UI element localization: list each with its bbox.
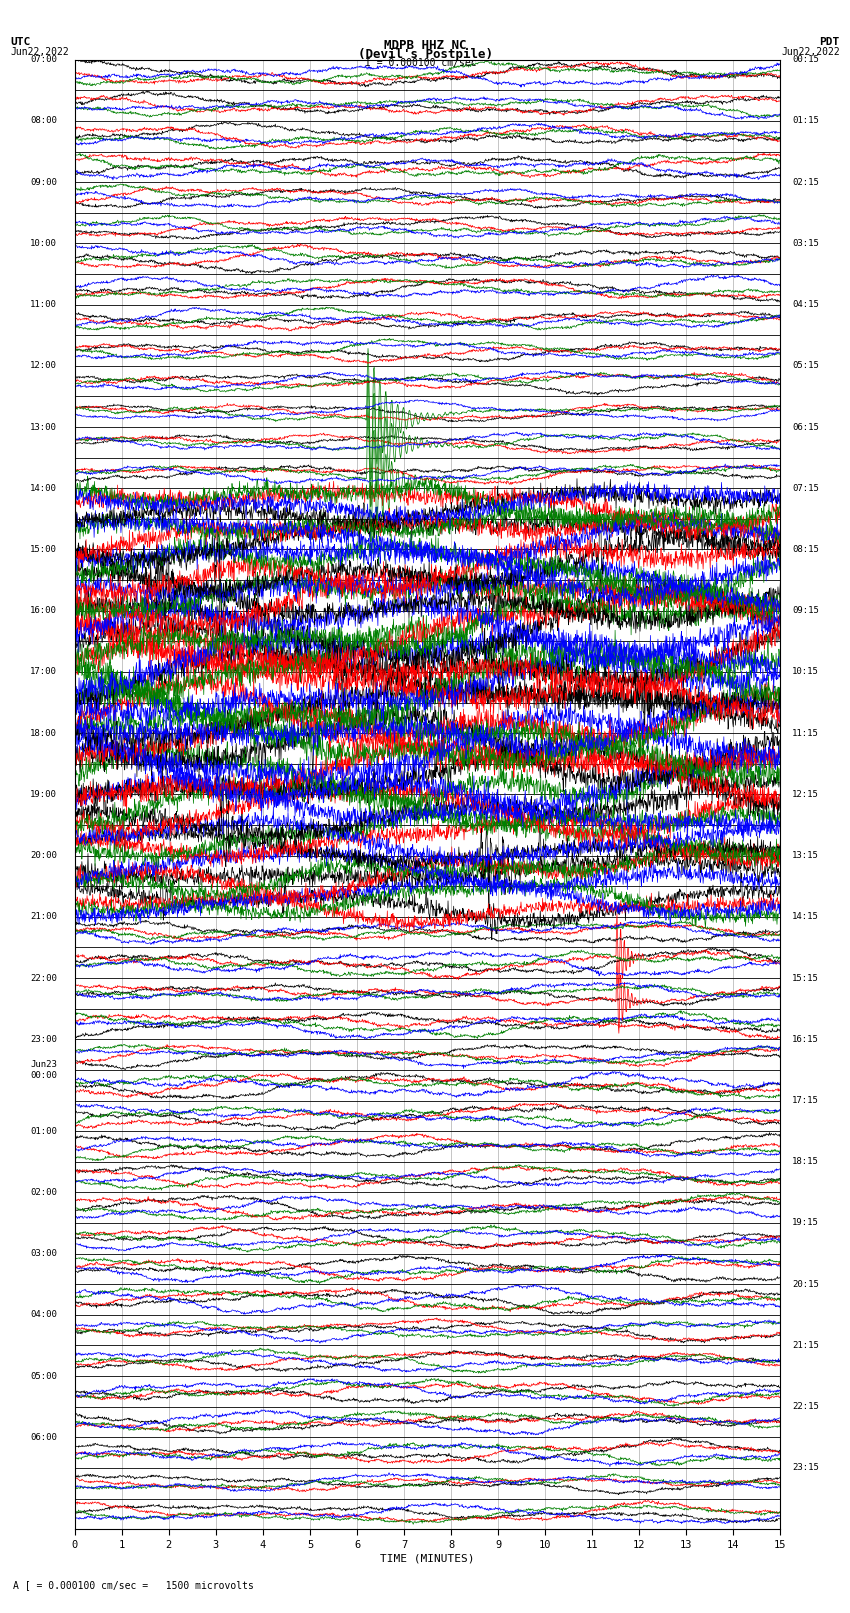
Text: 07:15: 07:15: [792, 484, 819, 492]
Text: 16:00: 16:00: [30, 606, 57, 615]
Text: 07:00: 07:00: [30, 55, 57, 65]
Text: UTC: UTC: [10, 37, 31, 47]
Text: 03:15: 03:15: [792, 239, 819, 248]
Text: 17:15: 17:15: [792, 1097, 819, 1105]
Text: 12:15: 12:15: [792, 790, 819, 798]
Text: 23:15: 23:15: [792, 1463, 819, 1473]
Text: 22:00: 22:00: [30, 974, 57, 982]
Text: I = 0.000100 cm/sec: I = 0.000100 cm/sec: [365, 58, 477, 68]
X-axis label: TIME (MINUTES): TIME (MINUTES): [380, 1553, 475, 1563]
Text: 15:15: 15:15: [792, 974, 819, 982]
Text: 00:15: 00:15: [792, 55, 819, 65]
Text: 13:00: 13:00: [30, 423, 57, 432]
Text: 14:00: 14:00: [30, 484, 57, 492]
Text: 10:00: 10:00: [30, 239, 57, 248]
Text: 06:15: 06:15: [792, 423, 819, 432]
Text: 19:00: 19:00: [30, 790, 57, 798]
Text: 14:15: 14:15: [792, 913, 819, 921]
Text: 04:00: 04:00: [30, 1310, 57, 1319]
Text: 08:15: 08:15: [792, 545, 819, 553]
Text: 05:15: 05:15: [792, 361, 819, 371]
Text: 01:00: 01:00: [30, 1126, 57, 1136]
Text: 09:00: 09:00: [30, 177, 57, 187]
Text: Jun23
00:00: Jun23 00:00: [30, 1060, 57, 1079]
Text: 21:00: 21:00: [30, 913, 57, 921]
Text: 17:00: 17:00: [30, 668, 57, 676]
Text: Jun22,2022: Jun22,2022: [781, 47, 840, 56]
Text: 18:00: 18:00: [30, 729, 57, 737]
Text: 05:00: 05:00: [30, 1371, 57, 1381]
Text: 19:15: 19:15: [792, 1218, 819, 1227]
Text: (Devil's Postpile): (Devil's Postpile): [358, 48, 492, 61]
Text: A [ = 0.000100 cm/sec =   1500 microvolts: A [ = 0.000100 cm/sec = 1500 microvolts: [13, 1581, 253, 1590]
Text: 03:00: 03:00: [30, 1248, 57, 1258]
Text: 11:00: 11:00: [30, 300, 57, 310]
Text: 22:15: 22:15: [792, 1402, 819, 1411]
Text: 06:00: 06:00: [30, 1432, 57, 1442]
Text: 13:15: 13:15: [792, 852, 819, 860]
Text: 18:15: 18:15: [792, 1157, 819, 1166]
Text: PDT: PDT: [819, 37, 840, 47]
Text: 20:00: 20:00: [30, 852, 57, 860]
Text: 02:00: 02:00: [30, 1187, 57, 1197]
Text: 12:00: 12:00: [30, 361, 57, 371]
Text: 16:15: 16:15: [792, 1036, 819, 1044]
Text: 01:15: 01:15: [792, 116, 819, 126]
Text: 20:15: 20:15: [792, 1279, 819, 1289]
Text: 09:15: 09:15: [792, 606, 819, 615]
Text: MDPB HHZ NC: MDPB HHZ NC: [383, 39, 467, 52]
Text: 02:15: 02:15: [792, 177, 819, 187]
Text: 15:00: 15:00: [30, 545, 57, 553]
Text: 23:00: 23:00: [30, 1036, 57, 1044]
Text: 21:15: 21:15: [792, 1340, 819, 1350]
Text: 04:15: 04:15: [792, 300, 819, 310]
Text: 10:15: 10:15: [792, 668, 819, 676]
Text: Jun22,2022: Jun22,2022: [10, 47, 69, 56]
Text: 08:00: 08:00: [30, 116, 57, 126]
Text: 11:15: 11:15: [792, 729, 819, 737]
